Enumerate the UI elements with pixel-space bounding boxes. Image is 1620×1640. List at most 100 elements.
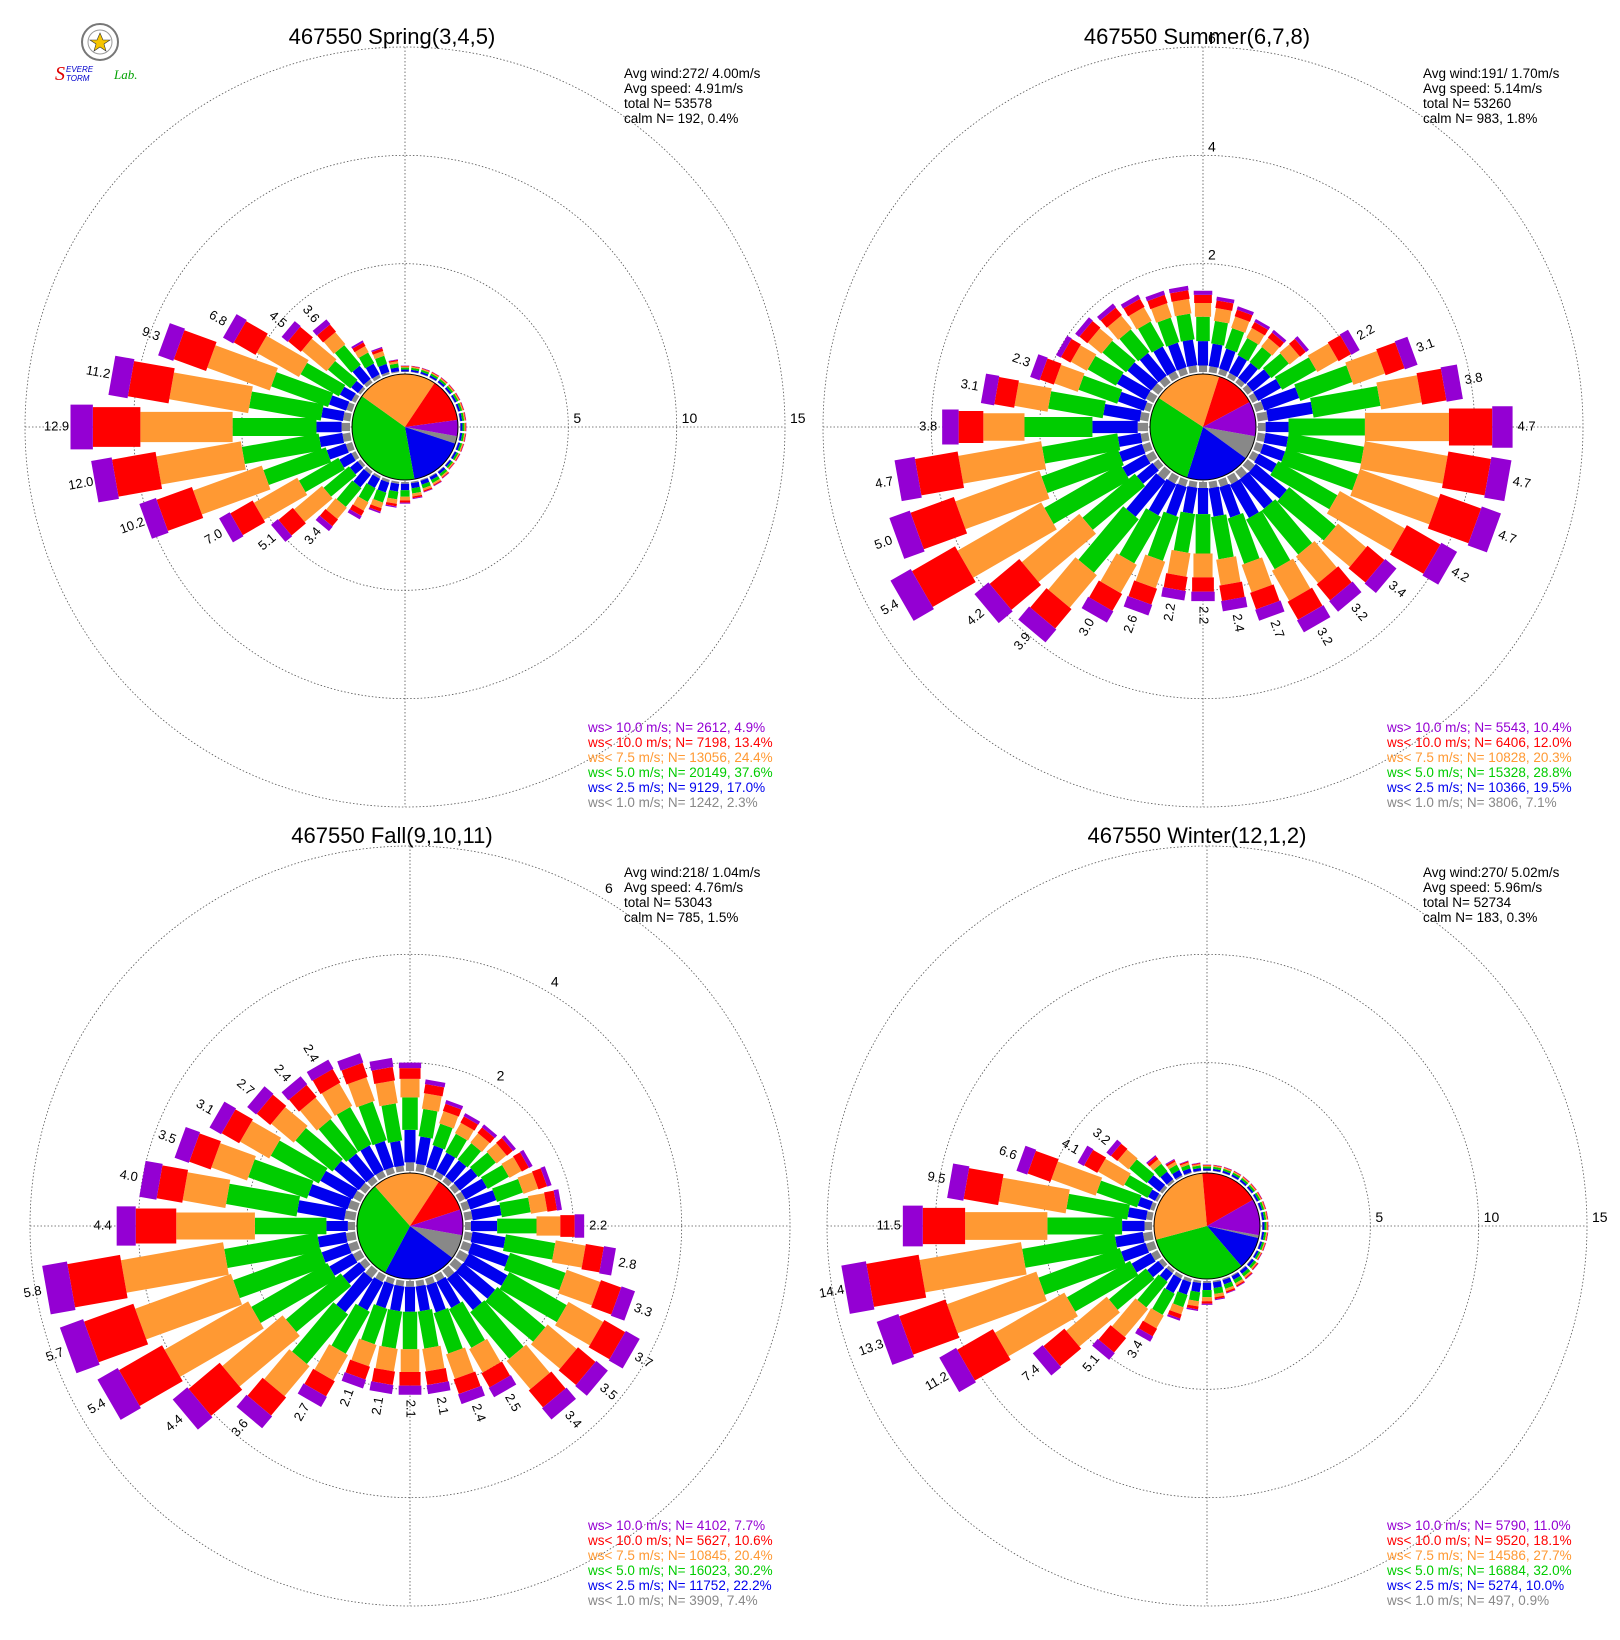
bar-segment bbox=[373, 489, 387, 503]
bar-segment bbox=[1100, 553, 1137, 594]
bar-segment bbox=[434, 1271, 445, 1282]
bar-segment bbox=[437, 380, 445, 387]
bar-segment bbox=[1422, 542, 1458, 585]
bar-label: 2.4 bbox=[469, 1402, 489, 1424]
bar-label: 4.4 bbox=[162, 1411, 185, 1434]
legend-entry: ws< 7.5 m/s; N= 10845, 20.4% bbox=[587, 1548, 773, 1563]
bar-segment bbox=[351, 380, 364, 394]
pie-slice bbox=[405, 382, 458, 427]
stats-line: Avg speed: 4.91m/s bbox=[624, 81, 743, 96]
bar-label: 7.0 bbox=[202, 525, 225, 547]
bar-segment bbox=[1239, 1179, 1247, 1186]
bar-segment bbox=[308, 1184, 352, 1210]
bar-segment bbox=[395, 1165, 405, 1173]
bar-segment bbox=[390, 1140, 405, 1168]
bar-segment bbox=[1182, 1168, 1192, 1175]
bar-segment bbox=[1253, 378, 1282, 401]
bar-segment bbox=[1178, 1279, 1192, 1295]
bar-segment bbox=[345, 1231, 357, 1242]
bar-segment bbox=[531, 1168, 548, 1190]
bar-segment bbox=[411, 491, 422, 497]
bar-segment bbox=[1176, 313, 1195, 342]
bar-segment bbox=[1237, 362, 1258, 384]
bar-label: 4.5 bbox=[266, 308, 289, 331]
bar-segment bbox=[371, 1367, 396, 1386]
bar-segment bbox=[1078, 506, 1139, 573]
bar-label: 3.1 bbox=[194, 1096, 217, 1118]
bar-segment bbox=[1256, 432, 1266, 442]
bar-segment bbox=[551, 1240, 586, 1268]
bar-segment bbox=[460, 1200, 470, 1212]
bar-segment bbox=[1376, 375, 1422, 410]
bar-label: 5.1 bbox=[1079, 1351, 1102, 1374]
legend-entry: ws< 2.5 m/s; N= 5274, 10.0% bbox=[1386, 1578, 1564, 1593]
bar-segment bbox=[438, 378, 447, 386]
bar-segment bbox=[1168, 370, 1180, 382]
bar-segment bbox=[347, 509, 362, 520]
bar-segment bbox=[1145, 290, 1166, 302]
bar-segment bbox=[1075, 317, 1093, 338]
bar-segment bbox=[989, 559, 1042, 610]
bar-segment bbox=[1112, 1298, 1149, 1337]
bar-segment bbox=[1229, 479, 1259, 519]
bar-segment bbox=[1158, 1258, 1168, 1268]
bar-segment bbox=[306, 1059, 334, 1082]
logo-text-torm: TORM bbox=[66, 74, 90, 83]
bar-segment bbox=[1266, 401, 1313, 422]
bar-segment bbox=[1174, 1271, 1183, 1279]
bar-segment bbox=[1147, 294, 1168, 310]
bar-segment bbox=[359, 1258, 371, 1270]
bar-label: 9.5 bbox=[926, 1168, 946, 1186]
bar-segment bbox=[358, 1277, 384, 1311]
bar-segment bbox=[499, 1197, 531, 1218]
bar-segment bbox=[1232, 1172, 1241, 1179]
bar-label: 2.2 bbox=[589, 1217, 607, 1232]
bar-segment bbox=[1149, 1202, 1157, 1211]
legend-entry: ws< 7.5 m/s; N= 14586, 27.7% bbox=[1386, 1548, 1572, 1563]
bar-segment bbox=[1231, 316, 1250, 333]
bar-segment bbox=[1186, 1304, 1199, 1310]
bar-segment bbox=[359, 1182, 371, 1194]
bar-segment bbox=[458, 1385, 485, 1405]
bar-segment bbox=[1321, 523, 1367, 567]
bar-segment bbox=[349, 504, 365, 516]
bar-segment bbox=[1242, 1176, 1250, 1184]
bar-segment bbox=[463, 1231, 473, 1241]
bar-segment bbox=[1168, 1164, 1180, 1175]
bar-segment bbox=[369, 504, 382, 512]
bar-segment bbox=[439, 469, 448, 477]
bar-segment bbox=[454, 453, 460, 461]
bar-segment bbox=[1247, 1258, 1255, 1267]
stats-line: Avg wind:270/ 5.02m/s bbox=[1423, 865, 1560, 880]
bar-segment bbox=[1222, 1277, 1232, 1285]
bar-segment bbox=[1256, 411, 1269, 422]
bar-segment bbox=[270, 1140, 328, 1184]
pie-slice bbox=[384, 1226, 453, 1279]
pie-slice bbox=[1150, 397, 1203, 478]
bar-label: 4.2 bbox=[963, 605, 986, 628]
pie-slice bbox=[405, 427, 458, 444]
bar-segment bbox=[610, 1286, 636, 1321]
bar-segment bbox=[1039, 358, 1062, 385]
bar-segment bbox=[1097, 1158, 1131, 1187]
bar-segment bbox=[457, 442, 463, 452]
bar-label: 4.7 bbox=[1518, 418, 1536, 433]
bar-segment bbox=[455, 1249, 469, 1263]
bar-segment bbox=[1169, 1303, 1184, 1315]
bar-segment bbox=[317, 324, 337, 343]
bar-segment bbox=[1248, 451, 1259, 462]
bar-segment bbox=[300, 362, 346, 397]
bar-segment bbox=[1152, 1287, 1175, 1315]
bar-segment bbox=[1219, 348, 1236, 372]
bar-segment bbox=[460, 1116, 479, 1131]
bar-segment bbox=[360, 1145, 384, 1176]
bar-segment bbox=[449, 1183, 460, 1194]
bar-label: 6.6 bbox=[997, 1142, 1019, 1162]
bar-segment bbox=[1257, 1241, 1263, 1250]
bar-segment bbox=[395, 1279, 405, 1287]
bar-segment bbox=[1135, 1327, 1154, 1342]
bar-label: 3.2 bbox=[1348, 600, 1371, 623]
bar-segment bbox=[377, 479, 390, 493]
bar-segment bbox=[372, 472, 381, 479]
bar-segment bbox=[331, 1303, 370, 1354]
